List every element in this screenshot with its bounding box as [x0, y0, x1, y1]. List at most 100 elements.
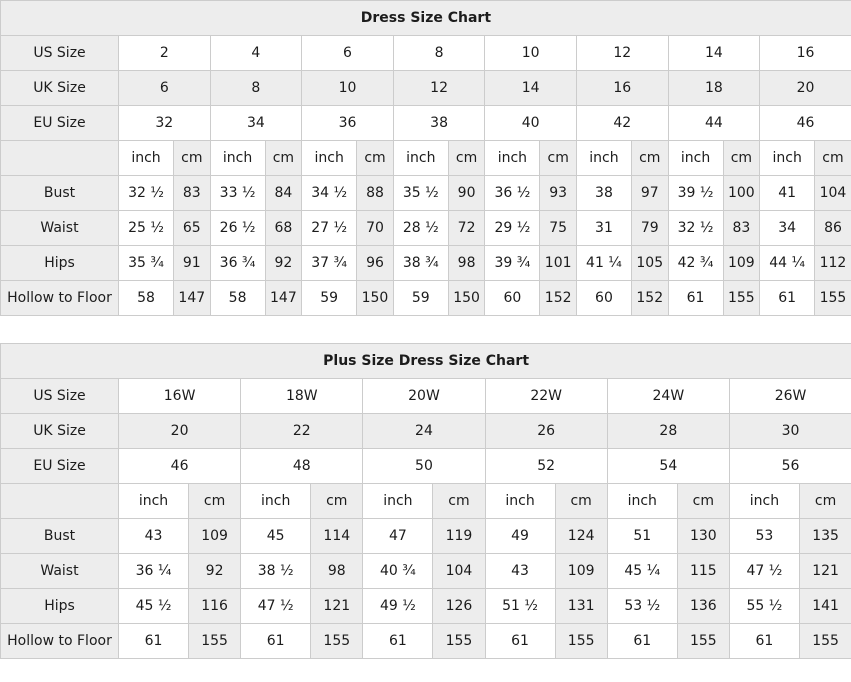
- unit-inch-cell: inch: [759, 140, 816, 176]
- unit-inch-cell: inch: [209, 140, 266, 176]
- inch-value-cell: 47 ½: [728, 553, 800, 589]
- inch-value-cell: 27 ½: [301, 210, 358, 246]
- cm-value-cell: 109: [554, 553, 608, 589]
- unit-row: inch cm inch cm inch cm inch cm inch cm inch cm inch…: [0, 140, 851, 176]
- cm-value-cell: 100: [722, 175, 761, 211]
- inch-value-cell: 39 ½: [667, 175, 724, 211]
- inch-value-cell: 45: [240, 518, 312, 554]
- cm-value-cell: 104: [814, 175, 851, 211]
- row-label: UK Size: [0, 70, 119, 106]
- size-value-cell: 50: [362, 448, 486, 484]
- unit-inch-cell: inch: [728, 483, 800, 519]
- cm-value-cell: 155: [814, 280, 851, 316]
- chart-title: Plus Size Dress Size Chart: [0, 343, 851, 379]
- cm-value-cell: 126: [432, 588, 486, 624]
- table-body: Dress Size Chart US Size 2 4 6 8 10 12 14 16 UK Si…: [0, 0, 851, 316]
- row-label: Hollow to Floor: [0, 623, 119, 659]
- unit-cm-cell: cm: [187, 483, 242, 519]
- unit-cm-cell: cm: [447, 140, 486, 176]
- cm-value-cell: 84: [264, 175, 303, 211]
- cm-value-cell: 96: [356, 245, 394, 281]
- inch-value-cell: 59: [392, 280, 449, 316]
- table-row: Bust 32 ½ 83 33 ½ 84 34 ½ 88 35 ½ 90 36 ½ 93 38 97 39…: [0, 175, 851, 211]
- cm-value-cell: 155: [798, 623, 851, 659]
- inch-value-cell: 43: [118, 518, 189, 554]
- inch-value-cell: 59: [301, 280, 358, 316]
- cm-value-cell: 79: [630, 210, 669, 246]
- size-value-cell: 18W: [240, 378, 364, 414]
- cm-value-cell: 147: [264, 280, 303, 316]
- inch-value-cell: 49: [484, 518, 556, 554]
- size-value-cell: 14: [484, 70, 577, 106]
- table-row: EU Size 46 48 50 52 54 56: [0, 448, 851, 484]
- unit-cm-cell: cm: [310, 483, 364, 519]
- size-value-cell: 12: [392, 70, 486, 106]
- size-value-cell: 26W: [728, 378, 851, 414]
- cm-value-cell: 119: [432, 518, 486, 554]
- inch-value-cell: 34 ½: [301, 175, 358, 211]
- unit-cm-cell: cm: [539, 140, 577, 176]
- inch-value-cell: 55 ½: [728, 588, 800, 624]
- row-label: Hollow to Floor: [0, 280, 119, 316]
- cm-value-cell: 150: [447, 280, 486, 316]
- cm-value-cell: 92: [264, 245, 303, 281]
- row-label: US Size: [0, 378, 119, 414]
- unit-cm-cell: cm: [676, 483, 730, 519]
- size-value-cell: 44: [667, 105, 761, 141]
- unit-inch-cell: inch: [118, 483, 189, 519]
- cm-value-cell: 155: [722, 280, 761, 316]
- inch-value-cell: 43: [484, 553, 556, 589]
- size-value-cell: 2: [118, 35, 211, 71]
- size-value-cell: 24: [362, 413, 486, 449]
- table-row: Waist 25 ½ 65 26 ½ 68 27 ½ 70 28 ½ 72 29 ½ 75 31 79 3…: [0, 210, 851, 246]
- inch-value-cell: 51: [606, 518, 678, 554]
- inch-value-cell: 36 ¼: [118, 553, 189, 589]
- inch-value-cell: 47 ½: [240, 588, 312, 624]
- cm-value-cell: 130: [676, 518, 730, 554]
- inch-value-cell: 38 ¾: [392, 245, 449, 281]
- size-value-cell: 6: [118, 70, 211, 106]
- table-row: US Size 2 4 6 8 10 12 14 16: [0, 35, 851, 71]
- unit-cm-cell: cm: [554, 483, 608, 519]
- unit-cm-cell: cm: [173, 140, 211, 176]
- inch-value-cell: 32 ½: [118, 175, 174, 211]
- size-value-cell: 26: [484, 413, 608, 449]
- cm-value-cell: 86: [814, 210, 851, 246]
- row-label: EU Size: [0, 448, 119, 484]
- size-value-cell: 20: [759, 70, 851, 106]
- cm-value-cell: 72: [447, 210, 486, 246]
- cm-value-cell: 92: [187, 553, 242, 589]
- size-value-cell: 22W: [484, 378, 608, 414]
- unit-inch-cell: inch: [362, 483, 434, 519]
- size-value-cell: 46: [759, 105, 851, 141]
- inch-value-cell: 42 ¾: [667, 245, 724, 281]
- unit-inch-cell: inch: [575, 140, 632, 176]
- size-value-cell: 24W: [606, 378, 730, 414]
- inch-value-cell: 37 ¾: [301, 245, 358, 281]
- size-value-cell: 32: [118, 105, 211, 141]
- size-value-cell: 46: [117, 448, 242, 484]
- chart-title: Dress Size Chart: [0, 0, 851, 36]
- unit-inch-cell: inch: [667, 140, 724, 176]
- row-label: Bust: [0, 518, 119, 554]
- dress-size-chart-table: Dress Size Chart US Size 2 4 6 8 10 12 14 16 UK Si…: [0, 0, 851, 316]
- cm-value-cell: 98: [447, 245, 486, 281]
- inch-value-cell: 38 ½: [240, 553, 312, 589]
- table-row: Bust 43 109 45 114 47 119 49 124 51 130 53 135: [0, 518, 851, 554]
- table-row: Hollow to Floor 61 155 61 155 61 155 61 155 61 155…: [0, 623, 851, 659]
- size-value-cell: 30: [728, 413, 851, 449]
- size-value-cell: 54: [606, 448, 730, 484]
- row-label: Bust: [0, 175, 119, 211]
- inch-value-cell: 35 ½: [392, 175, 449, 211]
- inch-value-cell: 49 ½: [362, 588, 434, 624]
- cm-value-cell: 109: [187, 518, 242, 554]
- inch-value-cell: 39 ¾: [484, 245, 541, 281]
- inch-value-cell: 60: [575, 280, 632, 316]
- inch-value-cell: 34: [759, 210, 816, 246]
- inch-value-cell: 31: [575, 210, 632, 246]
- size-value-cell: 20W: [362, 378, 486, 414]
- inch-value-cell: 58: [209, 280, 266, 316]
- row-label: Hips: [0, 588, 119, 624]
- row-label: Waist: [0, 553, 119, 589]
- size-value-cell: 34: [209, 105, 303, 141]
